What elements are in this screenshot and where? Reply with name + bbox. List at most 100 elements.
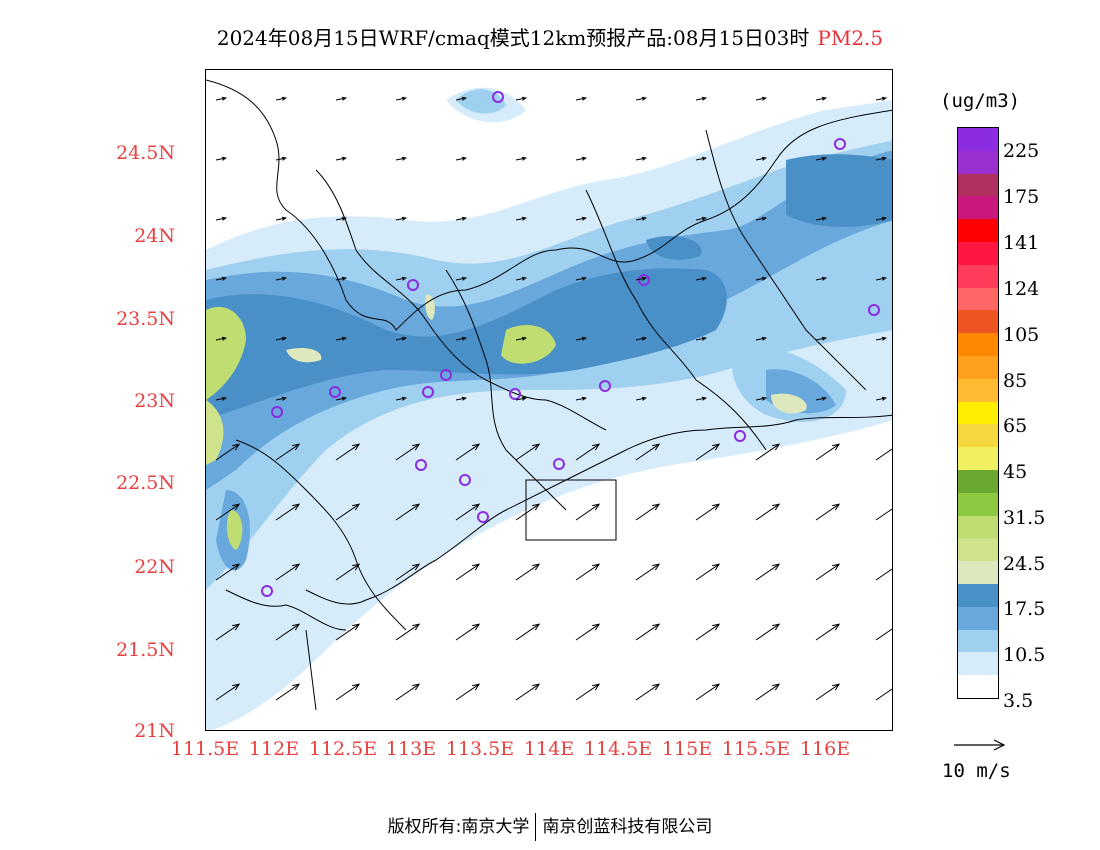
wind-arrow — [515, 623, 540, 641]
wind-arrow — [755, 563, 780, 581]
wind-arrow-head — [472, 563, 481, 571]
wind-arrow-head — [581, 396, 588, 401]
wind-arrow-head — [532, 503, 541, 511]
footer-right: 南京创蓝科技有限公司 — [542, 817, 713, 837]
wind-arrow — [335, 277, 346, 281]
wind-reference-label: 10 m/s — [942, 760, 1011, 782]
wind-arrow — [875, 217, 886, 221]
wind-arrow — [335, 563, 360, 581]
map-panel[interactable] — [205, 69, 893, 731]
x-tick-label: 112E — [248, 738, 300, 760]
colorbar-swatch — [958, 355, 998, 379]
wind-arrow-head — [581, 336, 588, 341]
city-marker — [509, 388, 521, 400]
wind-arrow — [635, 157, 646, 161]
wind-arrow — [575, 623, 600, 641]
y-tick-label: 21.5N — [116, 639, 175, 661]
wind-arrow-head — [412, 683, 421, 691]
wind-arrow — [635, 623, 660, 641]
wind-arrow — [275, 337, 286, 341]
wind-arrow-head — [881, 336, 888, 341]
wind-arrow-head — [652, 503, 661, 511]
wind-arrow-head — [881, 216, 888, 221]
x-tick-label: 111.5E — [170, 738, 240, 760]
wind-arrow — [455, 277, 466, 281]
wind-arrow-head — [821, 276, 828, 281]
wind-arrow-head — [581, 276, 588, 281]
wind-arrow — [215, 157, 226, 161]
colorbar-label: 10.5 — [1003, 644, 1046, 666]
wind-arrow-head — [701, 396, 708, 401]
wind-arrow — [575, 157, 586, 161]
wind-arrow-head — [881, 276, 888, 281]
wind-arrow-head — [772, 683, 781, 691]
city-marker — [440, 369, 452, 381]
wind-arrow-head — [592, 503, 601, 511]
wind-arrow-head — [761, 336, 768, 341]
wind-arrow — [515, 97, 526, 101]
wind-arrow — [395, 623, 420, 641]
colorbar-label: 141 — [1003, 232, 1040, 254]
wind-arrow-head — [701, 96, 708, 101]
colorbar-swatch — [958, 333, 998, 356]
wind-arrow-head — [832, 443, 841, 451]
wind-arrow-head — [281, 96, 288, 101]
wind-arrow-head — [581, 96, 588, 101]
wind-arrow-head — [892, 564, 893, 570]
wind-arrow-head — [461, 156, 468, 161]
wind-arrow-head — [221, 216, 228, 221]
wind-arrow — [815, 397, 826, 401]
wind-arrow-head — [232, 563, 241, 571]
wind-arrow — [875, 337, 886, 341]
y-tick-label: 22N — [134, 556, 175, 578]
wind-arrow — [695, 217, 706, 221]
wind-arrow-head — [281, 156, 288, 161]
colorbar-swatch — [958, 401, 998, 425]
wind-arrow-head — [461, 216, 468, 221]
wind-arrows — [215, 96, 893, 701]
city-markers — [261, 91, 880, 597]
wind-arrow — [815, 623, 840, 641]
wind-arrow-head — [472, 503, 481, 511]
colorbar-swatch — [958, 196, 998, 220]
wind-arrow-head — [881, 96, 888, 101]
colorbar-label: 65 — [1003, 415, 1028, 437]
wind-arrow — [815, 443, 840, 461]
footer-left: 版权所有:南京大学 — [387, 817, 530, 837]
city-marker — [734, 430, 746, 442]
wind-arrow-head — [772, 563, 781, 571]
wind-arrow — [395, 443, 420, 461]
wind-arrow-head — [292, 443, 301, 451]
wind-arrow-head — [761, 96, 768, 101]
colorbar-swatch — [958, 424, 998, 448]
wind-arrow — [335, 397, 346, 401]
map-title: 2024年08月15日WRF/cmaq模式12km预报产品:08月15日03时 P… — [0, 22, 1100, 51]
wind-arrow — [755, 97, 766, 101]
wind-arrow — [755, 157, 766, 161]
wind-arrow-head — [341, 216, 348, 221]
city-marker — [477, 511, 489, 523]
wind-arrow — [395, 563, 420, 581]
wind-arrow-head — [521, 276, 528, 281]
colorbar-label: 24.5 — [1003, 553, 1046, 575]
wind-arrow — [395, 217, 406, 221]
wind-arrow-head — [701, 216, 708, 221]
colorbar-swatch — [958, 652, 998, 676]
wind-arrow-head — [712, 563, 721, 571]
wind-arrow — [755, 217, 766, 221]
wind-arrow — [635, 97, 646, 101]
colorbar-swatch — [958, 287, 998, 311]
wind-arrow-head — [652, 563, 661, 571]
wind-arrow — [215, 503, 240, 521]
pm25-contour-vhigh — [646, 235, 702, 260]
pm25-contour-peak — [771, 393, 807, 414]
wind-arrow-head — [401, 156, 408, 161]
wind-arrow — [635, 217, 646, 221]
wind-arrow — [515, 503, 540, 521]
wind-arrow-head — [292, 683, 301, 691]
wind-arrow — [515, 397, 526, 401]
wind-arrow — [815, 97, 826, 101]
wind-arrow-head — [412, 503, 421, 511]
wind-arrow — [635, 683, 660, 701]
wind-arrow-head — [232, 683, 241, 691]
